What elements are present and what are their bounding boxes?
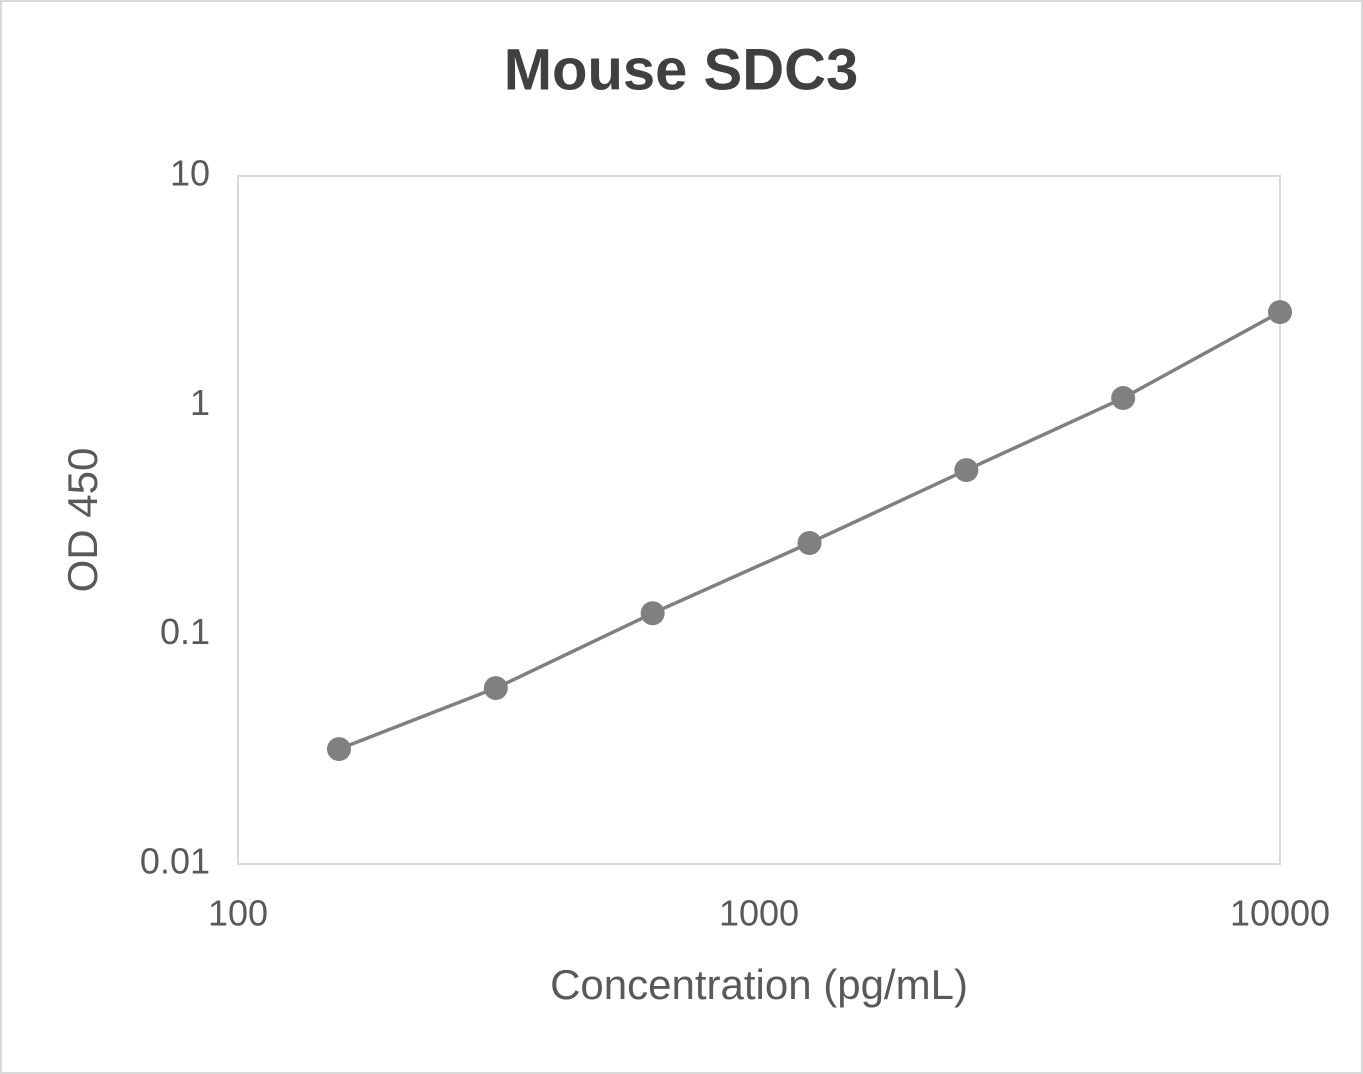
y-tick-label: 1	[190, 382, 210, 423]
y-tick-label: 0.1	[160, 611, 210, 652]
data-point	[954, 458, 979, 483]
plot-area	[237, 175, 1281, 865]
x-tick-label: 10000	[1230, 893, 1330, 934]
data-point	[1111, 386, 1136, 411]
y-tick-label: 10	[170, 153, 210, 194]
data-point	[1268, 300, 1292, 325]
x-tick-label: 100	[208, 893, 268, 934]
data-point	[640, 601, 665, 626]
y-axis-label: OD 450	[59, 448, 106, 593]
chart-title: Mouse SDC3	[504, 37, 859, 102]
data-point	[326, 737, 351, 762]
data-point	[797, 531, 822, 556]
y-tick-label: 0.01	[140, 841, 210, 882]
data-point	[483, 676, 508, 701]
x-axis-label: Concentration (pg/mL)	[550, 961, 968, 1008]
x-tick-label: 1000	[719, 893, 799, 934]
